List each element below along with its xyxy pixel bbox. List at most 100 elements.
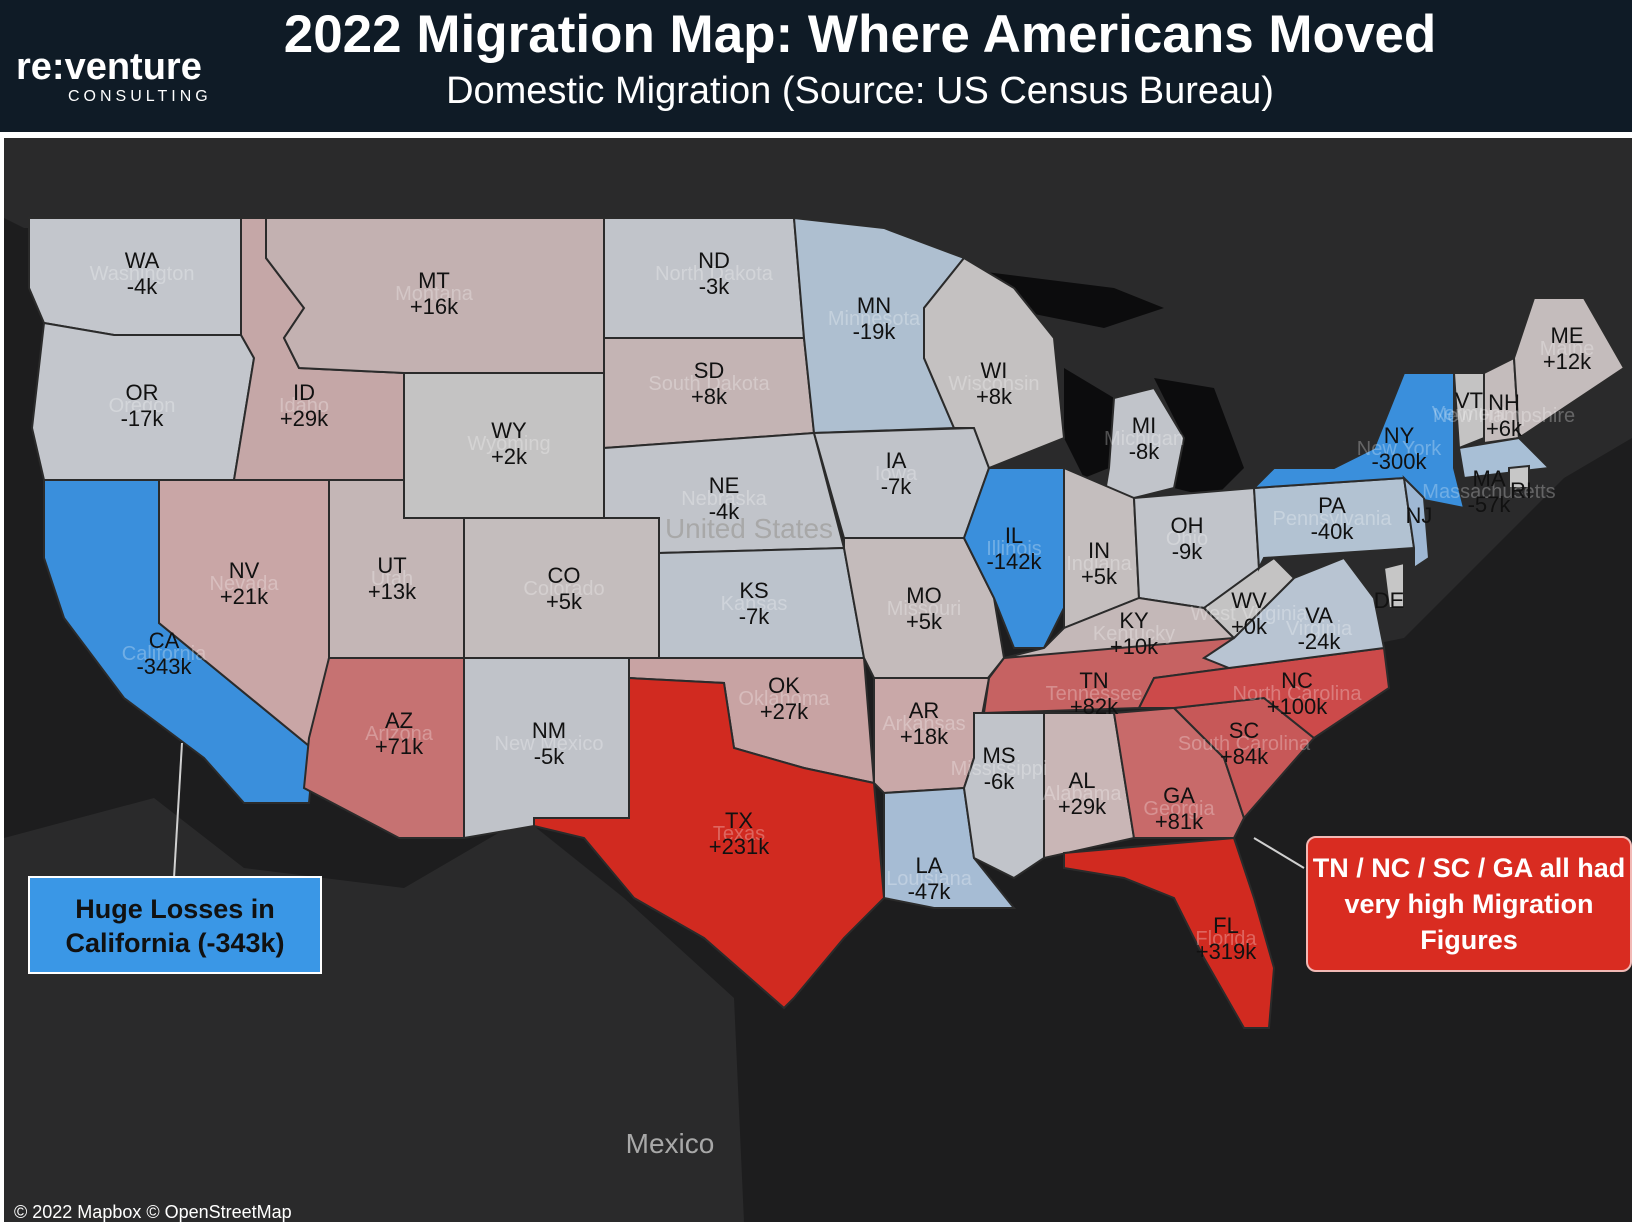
state-name-co: Colorado	[523, 578, 604, 600]
state-abbr-ok: OK	[768, 673, 800, 698]
state-name-or: Oregon	[109, 395, 176, 417]
state-name-pa: Pennsylvania	[1273, 508, 1393, 530]
state-value-mn: -19k	[853, 319, 897, 344]
state-name-in: Indiana	[1066, 553, 1132, 575]
state-value-az: +71k	[375, 734, 424, 759]
state-name-al: Alabama	[1043, 783, 1123, 805]
state-name-oh: Ohio	[1166, 528, 1208, 550]
basemap-labels: United States Mexico	[626, 513, 833, 1159]
state-name-mn: Minnesota	[828, 308, 921, 330]
state-abbr-me: ME	[1551, 323, 1584, 348]
state-abbr-va: VA	[1305, 603, 1333, 628]
state-abbr-ca: CA	[149, 628, 180, 653]
state-value-nd: -3k	[699, 274, 731, 299]
state-abbr-or: OR	[126, 380, 159, 405]
state-value-ut: +13k	[368, 579, 417, 604]
state-value-mt: +16k	[410, 294, 459, 319]
state-ny[interactable]	[1251, 372, 1466, 510]
state-nj[interactable]	[1402, 475, 1431, 570]
state-abbr-vt: VT	[1455, 388, 1483, 413]
map-canvas[interactable]: United States Mexico WashingtonWA-4kOreg…	[4, 138, 1632, 1222]
state-abbr-sd: SD	[694, 358, 725, 383]
state-abbr-nc: NC	[1281, 668, 1313, 693]
state-abbr-sc: SC	[1229, 718, 1260, 743]
state-abbr-id: ID	[293, 380, 315, 405]
state-name-ia: Iowa	[875, 463, 918, 485]
state-abbr-pa: PA	[1318, 493, 1346, 518]
state-name-mi: Michigan	[1104, 428, 1184, 450]
state-abbr-ne: NE	[709, 473, 740, 498]
state-name-la: Louisiana	[886, 868, 973, 890]
state-wi[interactable]	[923, 256, 1066, 470]
state-value-ne: -4k	[709, 499, 741, 524]
state-name-me: Maine	[1540, 338, 1594, 360]
state-abbr-co: CO	[548, 563, 581, 588]
state-abbr-la: LA	[916, 853, 943, 878]
state-value-wy: +2k	[491, 444, 528, 469]
state-value-nh: +6k	[1486, 416, 1523, 441]
state-value-va: -24k	[1298, 629, 1342, 654]
state-abbr-wa: WA	[125, 248, 160, 273]
state-name-nm: New Mexico	[495, 733, 604, 755]
state-abbr-al: AL	[1069, 768, 1096, 793]
state-abbr-tx: TX	[725, 808, 753, 833]
state-name-ky: Kentucky	[1093, 623, 1175, 645]
state-value-ar: +18k	[900, 724, 949, 749]
state-value-me: +12k	[1543, 349, 1592, 374]
state-value-mi: -8k	[1129, 439, 1161, 464]
state-ms[interactable]	[962, 712, 1045, 880]
state-abbr-ri: RI	[1510, 478, 1532, 503]
california-callout: Huge Losses in California (-343k)	[28, 876, 322, 974]
state-tx[interactable]	[533, 676, 886, 1010]
state-ri[interactable]	[1508, 464, 1530, 489]
state-value-ok: +27k	[760, 699, 809, 724]
state-abbr-ks: KS	[739, 578, 768, 603]
state-value-fl: +319k	[1196, 939, 1258, 964]
state-value-or: -17k	[121, 406, 165, 431]
state-name-ny: New York	[1357, 438, 1442, 460]
state-abbr-wy: WY	[491, 418, 527, 443]
state-value-la: -47k	[908, 879, 952, 904]
state-value-ga: +81k	[1155, 809, 1204, 834]
state-abbr-nd: ND	[698, 248, 730, 273]
state-name-tx: Texas	[713, 823, 765, 845]
state-mi[interactable]	[1102, 386, 1186, 499]
state-abbr-mt: MT	[418, 268, 450, 293]
state-value-ma: -57k	[1468, 492, 1512, 517]
state-abbr-tn: TN	[1079, 668, 1108, 693]
state-name-mt: Montana	[395, 283, 474, 305]
state-abbr-ma: MA	[1473, 466, 1506, 491]
state-name-fl: Florida	[1195, 928, 1257, 950]
page-subtitle: Domestic Migration (Source: US Census Bu…	[446, 70, 1274, 112]
state-name-tn: Tennessee	[1046, 683, 1143, 705]
state-name-ga: Georgia	[1143, 798, 1215, 820]
state-value-ny: -300k	[1371, 449, 1427, 474]
state-de[interactable]	[1382, 561, 1405, 609]
mexico-label: Mexico	[626, 1128, 715, 1159]
state-value-ca: -343k	[136, 654, 192, 679]
state-abbr-oh: OH	[1171, 513, 1204, 538]
state-name-sc: South Carolina	[1178, 733, 1311, 755]
state-abbr-ar: AR	[909, 698, 940, 723]
state-name-ar: Arkansas	[882, 713, 965, 735]
state-abbr-nv: NV	[229, 558, 260, 583]
state-abbr-ny: NY	[1384, 423, 1415, 448]
state-value-wv: +0k	[1231, 614, 1268, 639]
state-value-tn: +82k	[1070, 694, 1119, 719]
state-value-mo: +5k	[906, 609, 943, 634]
state-abbr-ga: GA	[1163, 783, 1195, 808]
state-name-va: Virginia	[1286, 618, 1353, 640]
state-fl[interactable]	[1063, 836, 1276, 1029]
state-value-co: +5k	[546, 589, 583, 614]
state-name-wy: Wyoming	[467, 433, 550, 455]
state-shapes[interactable]	[28, 216, 1626, 1029]
migration-map[interactable]: United States Mexico Washington WA -4k Oreg…	[4, 138, 1632, 1222]
state-abbr-in: IN	[1088, 538, 1110, 563]
state-wv[interactable]	[1202, 556, 1296, 640]
state-name-ut: Utah	[371, 568, 413, 590]
state-name-nc: North Carolina	[1233, 683, 1363, 705]
state-abbr-ky: KY	[1119, 608, 1149, 633]
map-attribution[interactable]: © 2022 Mapbox © OpenStreetMap	[14, 1202, 292, 1222]
state-value-ks: -7k	[739, 604, 771, 629]
state-name-ne: Nebraska	[681, 488, 767, 510]
